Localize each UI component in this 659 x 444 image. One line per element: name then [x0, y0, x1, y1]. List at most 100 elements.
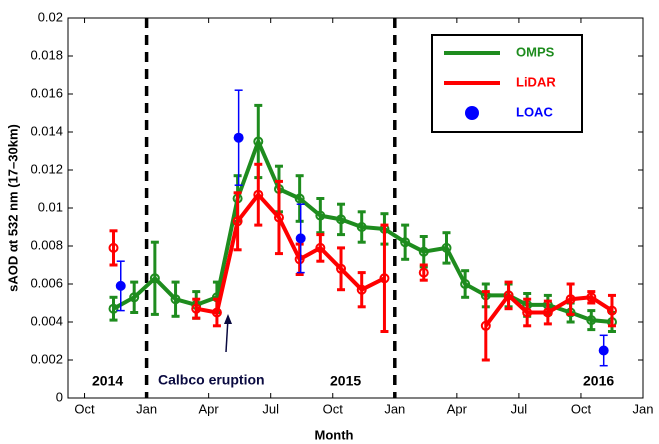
- y-tick-label: 0.014: [30, 123, 63, 138]
- error-bar: [380, 223, 389, 333]
- annotation: 2014: [92, 373, 123, 389]
- error-bar: [316, 233, 325, 263]
- point-marker: [565, 294, 576, 305]
- error-bar: [109, 229, 118, 267]
- error-bar: [295, 242, 304, 276]
- error-bar: [357, 210, 366, 244]
- error-bar: [419, 263, 428, 282]
- error-bar: [130, 280, 139, 314]
- point-marker: [211, 307, 222, 318]
- error-bar: [316, 197, 325, 235]
- error-bar: [295, 174, 304, 223]
- y-tick-label: 0.006: [30, 275, 63, 290]
- point-marker: [273, 212, 284, 223]
- point-marker: [294, 254, 305, 265]
- annotation: Calbco eruption: [158, 372, 265, 388]
- error-bar: [566, 282, 575, 316]
- point-marker: [191, 303, 202, 314]
- error-bar: [192, 297, 201, 320]
- error-bar: [461, 269, 470, 299]
- legend-label: LiDAR: [516, 74, 556, 89]
- point-marker: [598, 345, 609, 356]
- point-marker: [480, 320, 491, 331]
- error-bar: [504, 280, 513, 311]
- x-tick-label: Apr: [447, 401, 468, 416]
- error-bar: [337, 202, 346, 237]
- y-tick-label: 0.018: [30, 47, 63, 62]
- x-tick-label: Jan: [136, 401, 157, 416]
- y-tick-label: 0.016: [30, 85, 63, 100]
- point-marker: [253, 189, 264, 200]
- point-marker: [233, 132, 244, 143]
- point-marker: [356, 222, 367, 232]
- point-marker: [115, 280, 126, 291]
- error-bar: [481, 290, 490, 362]
- error-bar: [607, 293, 616, 328]
- point-marker: [586, 315, 597, 326]
- x-tick-label: Oct: [74, 401, 95, 416]
- error-bar: [254, 162, 263, 227]
- point-marker: [356, 284, 367, 295]
- annotation: 2015: [330, 373, 361, 389]
- y-tick-label: 0.004: [30, 313, 63, 328]
- y-tick-label: 0.002: [30, 351, 63, 366]
- point-marker: [441, 242, 452, 253]
- error-bar: [233, 191, 242, 252]
- point-marker: [315, 242, 326, 253]
- legend-swatch: [465, 106, 479, 120]
- error-bar: [337, 246, 346, 292]
- y-tick-label: 0.012: [30, 161, 63, 176]
- eruption-arrowhead: [224, 314, 232, 324]
- error-bar: [543, 299, 552, 326]
- error-bar: [150, 240, 159, 316]
- annotation: 2016: [583, 373, 614, 389]
- point-marker: [170, 294, 181, 305]
- x-tick-label: Jul: [262, 401, 279, 416]
- point-marker: [586, 292, 597, 303]
- y-tick-label: 0.01: [38, 199, 63, 214]
- x-tick-label: Jan: [384, 401, 405, 416]
- error-bar: [587, 309, 596, 332]
- x-tick-label: Oct: [571, 401, 592, 416]
- x-tick-label: Jul: [511, 401, 528, 416]
- point-marker: [503, 290, 514, 301]
- y-tick-label: 0: [56, 389, 63, 404]
- point-marker: [542, 307, 553, 318]
- point-marker: [606, 305, 617, 316]
- error-bar: [357, 271, 366, 309]
- point-marker: [336, 214, 347, 225]
- x-tick-label: Jan: [633, 401, 654, 416]
- legend-label: LOAC: [516, 104, 553, 119]
- y-axis-label: sAOD αt 532 nm (17–30km): [5, 124, 20, 292]
- error-bar: [442, 231, 451, 265]
- error-bar: [274, 179, 283, 256]
- point-marker: [418, 246, 429, 257]
- legend-label: OMPS: [516, 44, 555, 59]
- error-bar: [109, 295, 118, 322]
- point-marker: [253, 136, 264, 147]
- point-marker: [315, 210, 326, 221]
- point-marker: [129, 292, 140, 303]
- point-marker: [232, 216, 243, 227]
- point-marker: [522, 307, 533, 318]
- error-bar: [401, 223, 410, 261]
- point-marker: [295, 233, 306, 244]
- point-marker: [400, 237, 411, 248]
- x-axis-label: Month: [315, 427, 354, 442]
- point-marker: [418, 267, 429, 278]
- error-bar: [171, 280, 180, 318]
- error-bar: [212, 297, 221, 328]
- point-marker: [108, 242, 119, 253]
- point-marker: [379, 273, 390, 284]
- x-tick-label: Oct: [323, 401, 344, 416]
- x-tick-label: Apr: [199, 401, 220, 416]
- point-marker: [460, 279, 471, 289]
- error-bar: [523, 297, 532, 328]
- point-marker: [336, 263, 347, 274]
- y-tick-label: 0.02: [38, 9, 63, 24]
- point-marker: [294, 193, 305, 204]
- plot-frame: [67, 17, 644, 399]
- y-tick-label: 0.008: [30, 237, 63, 252]
